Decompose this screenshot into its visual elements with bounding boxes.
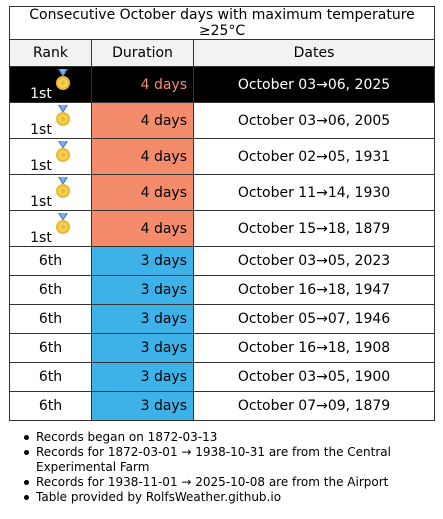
gold-medal-icon <box>55 213 70 234</box>
table-body: 1st 4 days October 03→06, 2025 1st 4 day… <box>9 66 436 421</box>
table-row: 6th 3 days October 16→18, 1947 <box>9 275 436 305</box>
dates-cell: October 05→07, 1946 <box>192 304 436 334</box>
rank-cell: 6th <box>9 304 92 334</box>
table-row: 6th 3 days October 16→18, 1908 <box>9 333 436 363</box>
table-row: 1st 4 days October 03→06, 2025 <box>9 66 436 103</box>
table-row: 1st 4 days October 03→06, 2005 <box>9 102 436 139</box>
rank-cell: 6th <box>9 246 92 276</box>
gold-medal-icon <box>55 69 70 90</box>
records-table: Consecutive October days with maximum te… <box>8 6 436 421</box>
rank-label: 1st <box>30 230 52 246</box>
table-row: 1st 4 days October 11→14, 1930 <box>9 174 436 211</box>
note-item: Table provided by RolfsWeather.github.io <box>22 490 432 505</box>
dates-cell: October 03→05, 2023 <box>192 246 436 276</box>
dates-cell: October 16→18, 1908 <box>192 333 436 363</box>
duration-cell: 3 days <box>91 362 194 392</box>
rank-cell: 6th <box>9 275 92 305</box>
title-row: Consecutive October days with maximum te… <box>8 6 436 40</box>
records-table-container: Consecutive October days with maximum te… <box>8 6 436 421</box>
header-duration: Duration <box>91 39 194 67</box>
table-title: Consecutive October days with maximum te… <box>8 6 436 40</box>
rank-cell: 6th <box>9 333 92 363</box>
dates-cell: October 03→06, 2025 <box>192 66 436 103</box>
table-row: 1st 4 days October 02→05, 1931 <box>9 138 436 175</box>
dates-cell: October 11→14, 1930 <box>192 174 436 211</box>
header-dates: Dates <box>192 39 436 67</box>
duration-cell: 3 days <box>91 304 194 334</box>
note-item: Records for 1872-03-01 → 1938-10-31 are … <box>22 445 432 475</box>
duration-cell: 4 days <box>91 174 194 211</box>
duration-cell: 3 days <box>91 333 194 363</box>
duration-cell: 4 days <box>91 66 194 103</box>
rank-cell: 1st <box>9 174 92 211</box>
duration-cell: 3 days <box>91 275 194 305</box>
rank-cell: 1st <box>9 102 92 139</box>
rank-cell: 1st <box>9 138 92 175</box>
rank-label: 1st <box>30 158 52 174</box>
duration-cell: 4 days <box>91 138 194 175</box>
rank-label: 1st <box>30 194 52 210</box>
note-item: Records began on 1872-03-13 <box>22 430 432 445</box>
duration-cell: 3 days <box>91 246 194 276</box>
dates-cell: October 03→05, 1900 <box>192 362 436 392</box>
rank-cell: 6th <box>9 362 92 392</box>
dates-cell: October 16→18, 1947 <box>192 275 436 305</box>
table-row: 6th 3 days October 07→09, 1879 <box>9 391 436 421</box>
table-row: 6th 3 days October 03→05, 1900 <box>9 362 436 392</box>
table-row: 6th 3 days October 05→07, 1946 <box>9 304 436 334</box>
gold-medal-icon <box>55 105 70 126</box>
header-row: Rank Duration Dates <box>9 39 436 67</box>
dates-cell: October 02→05, 1931 <box>192 138 436 175</box>
notes-list: Records began on 1872-03-13 Records for … <box>22 430 432 505</box>
table-row: 6th 3 days October 03→05, 2023 <box>9 246 436 276</box>
rank-label: 1st <box>30 86 52 102</box>
header-rank: Rank <box>9 39 92 67</box>
dates-cell: October 03→06, 2005 <box>192 102 436 139</box>
duration-cell: 3 days <box>91 391 194 421</box>
gold-medal-icon <box>55 141 70 162</box>
gold-medal-icon <box>55 177 70 198</box>
rank-cell: 6th <box>9 391 92 421</box>
rank-label: 1st <box>30 122 52 138</box>
duration-cell: 4 days <box>91 102 194 139</box>
dates-cell: October 15→18, 1879 <box>192 210 436 247</box>
duration-cell: 4 days <box>91 210 194 247</box>
note-item: Records for 1938-11-01 → 2025-10-08 are … <box>22 475 432 490</box>
table-row: 1st 4 days October 15→18, 1879 <box>9 210 436 247</box>
dates-cell: October 07→09, 1879 <box>192 391 436 421</box>
rank-cell: 1st <box>9 66 92 103</box>
rank-cell: 1st <box>9 210 92 247</box>
